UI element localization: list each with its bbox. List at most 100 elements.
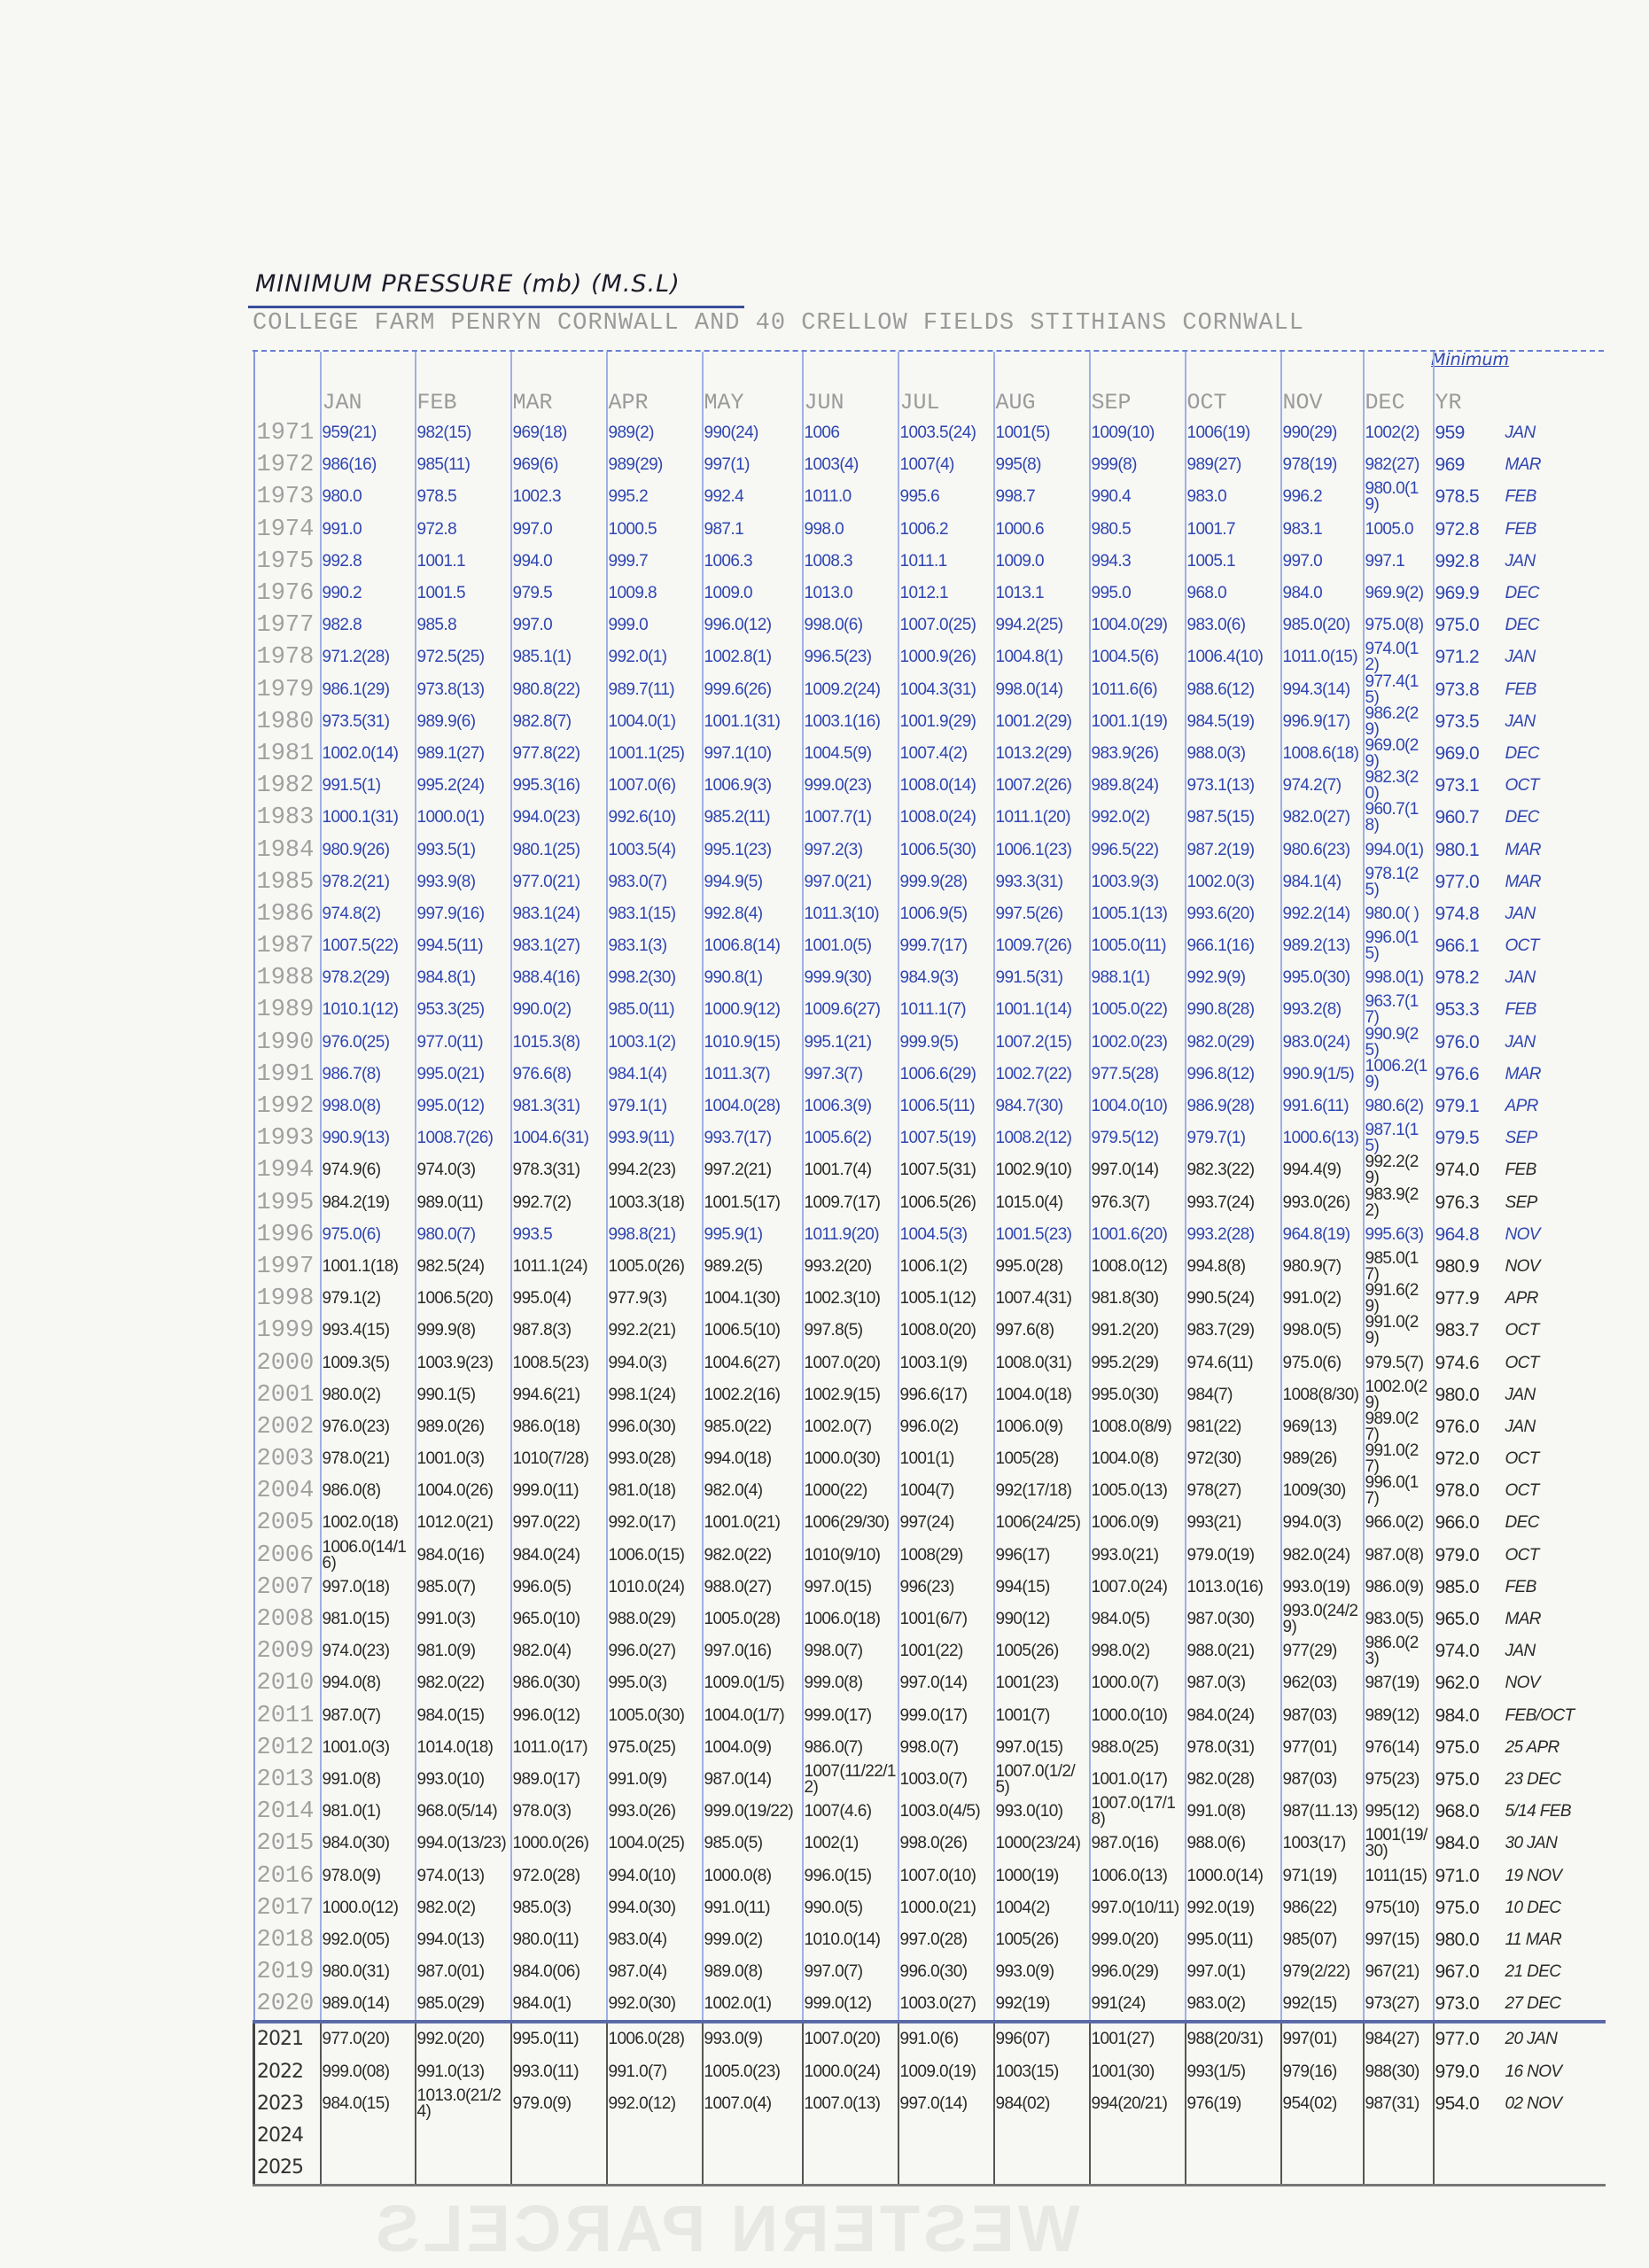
year-minimum-value: 973.0 [1432,1988,1505,2023]
year-minimum-value: 966.0 [1432,1507,1505,1540]
cell-oct: 983.7(29) [1184,1315,1281,1348]
cell-sep: 987.0(16) [1088,1828,1186,1860]
cell-oct: 974.6(11) [1184,1347,1281,1379]
cell-feb: 985.0(29) [414,1988,511,2023]
cell-oct: 982.3(22) [1184,1154,1281,1187]
cell-feb: 991.0(3) [414,1603,511,1636]
cell-apr: 992.0(17) [605,1507,703,1540]
cell-jun: 1006.0(18) [801,1603,898,1636]
cell-sep: 999(8) [1088,449,1186,482]
cell-aug: 1001.5(23) [992,1218,1090,1251]
cell-aug: 1008.0(31) [992,1347,1090,1379]
cell-mar: 978.3(31) [509,1154,607,1187]
cell-oct: 990.8(28) [1184,994,1281,1027]
table-row: 1990 976.0(25) 977.0(11) 1015.3(8) 1003.1(2)… [253,1026,1606,1059]
cell-nov: 980.9(7) [1280,1250,1364,1284]
table-row: 2012 1001.0(3) 1014.0(18) 1011.0(17) 975.0(2… [253,1731,1606,1764]
cell-feb: 981.0(9) [414,1635,511,1668]
year-minimum-value: 974.0 [1432,1154,1505,1187]
cell-oct: 991.0(8) [1184,1796,1281,1829]
cell-dec: 969.9(2) [1362,577,1434,610]
cell-jun: 1001.7(4) [801,1154,898,1187]
cell-dec: 987.0(8) [1362,1539,1434,1572]
cell-jul: 1009.0(19) [897,2055,994,2088]
cell-aug: 995(8) [992,449,1090,482]
year-minimum-month: JAN [1505,968,1536,988]
cell-jul: 1007.0(25) [897,610,994,642]
cell-jul: 997.0(14) [897,2087,994,2120]
cell-jun: 997.0(15) [801,1571,898,1604]
cell-mar: 984.0(24) [509,1539,607,1572]
cell-feb: 987.0(01) [414,1956,511,1989]
cell-jul: 997(24) [897,1507,994,1540]
cell-apr: 977.9(3) [605,1283,703,1316]
cell-oct: 982.0(28) [1184,1763,1281,1797]
cell-aug: 1004.8(1) [992,641,1090,674]
cell-oct: 978(27) [1184,1475,1281,1508]
cell-mar: 994.0(23) [509,802,607,835]
cell-jun: 996.0(15) [801,1860,898,1892]
cell-feb [414,2119,511,2153]
cell-aug: 1006.0(9) [992,1410,1090,1443]
cell-mar: 980.0(11) [509,1923,607,1956]
column-header-aug: AUG [992,352,1090,417]
year-minimum-month: OCT [1505,936,1540,956]
year-minimum-value: 979.1 [1432,1090,1505,1123]
year-minimum-value [1432,2119,1505,2153]
cell-sep: 1001.0(17) [1088,1763,1186,1797]
table-row: 2013 991.0(8) 993.0(10) 989.0(17) 991.0(9) 98… [253,1763,1606,1797]
cell-sep: 1002.0(23) [1088,1026,1186,1059]
cell-apr: 998.1(24) [605,1379,703,1411]
cell-sep: 993.0(21) [1088,1539,1186,1572]
cell-nov [1280,2152,1364,2187]
cell-jun: 1002.3(10) [801,1283,898,1316]
cell-dec: 995.6(3) [1362,1218,1434,1251]
cell-sep: 1005.0(11) [1088,930,1186,963]
year-minimum-month: 25 APR [1505,1737,1560,1757]
cell-apr: 1004.0(25) [605,1828,703,1860]
year-label: 1973 [253,481,321,514]
year-minimum-value: 969.0 [1432,737,1505,771]
cell-apr: 992.6(10) [605,802,703,835]
cell-mar: 995.0(11) [509,2020,607,2056]
year-minimum-month: JAN [1505,423,1536,443]
cell-jan: 999.0(08) [319,2055,416,2088]
year-minimum-value: 953.3 [1432,994,1505,1027]
cell-oct: 973.1(13) [1184,770,1281,803]
cell-jul: 991.0(6) [897,2020,994,2056]
cell-may: 994.9(5) [701,866,803,898]
cell-nov: 993.0(24/29) [1280,1603,1364,1636]
column-header-nov: NOV [1280,352,1364,417]
cell-jun: 1007(4.6) [801,1796,898,1829]
cell-apr: 1001.1(25) [605,737,703,771]
cell-jan: 1001.1(18) [319,1250,416,1284]
cell-jun: 1007.0(20) [801,1347,898,1379]
column-header-jun: JUN [801,352,898,417]
year-minimum-value: 975.0 [1432,1731,1505,1764]
cell-feb: 989.1(27) [414,737,511,771]
column-header-mar: MAR [509,352,607,417]
year-minimum-month: FEB/OCT [1505,1705,1575,1725]
cell-sep: 995.2(29) [1088,1347,1186,1379]
cell-jan: 1002.0(18) [319,1507,416,1540]
year-minimum-value: 974.6 [1432,1347,1505,1379]
cell-apr [605,2119,703,2153]
cell-aug: 1007.2(15) [992,1026,1090,1059]
cell-nov: 969(13) [1280,1410,1364,1443]
cell-may: 985.2(11) [701,802,803,835]
year-minimum-month: 21 DEC [1505,1962,1562,1982]
cell-apr: 998.8(21) [605,1218,703,1251]
table-row: 1996 975.0(6) 980.0(7) 993.5 998.8(21) 995.9(… [253,1218,1606,1251]
cell-feb: 995.0(12) [414,1090,511,1123]
column-header-apr: APR [605,352,703,417]
year-label: 1987 [253,930,321,963]
year-minimum-month: FEB [1505,680,1537,699]
table-row: 1994 974.9(6) 974.0(3) 978.3(31) 994.2(23) 99… [253,1154,1606,1187]
cell-sep: 997.0(14) [1088,1154,1186,1187]
cell-dec: 1006.2(19) [1362,1058,1434,1091]
table-row: 2009 974.0(23) 981.0(9) 982.0(4) 996.0(27) 99… [253,1635,1606,1668]
cell-jun: 999.0(23) [801,770,898,803]
cell-dec: 982.3(20) [1362,770,1434,803]
year-minimum-month: MAR [1505,1610,1542,1629]
cell-nov: 991.6(11) [1280,1090,1364,1123]
